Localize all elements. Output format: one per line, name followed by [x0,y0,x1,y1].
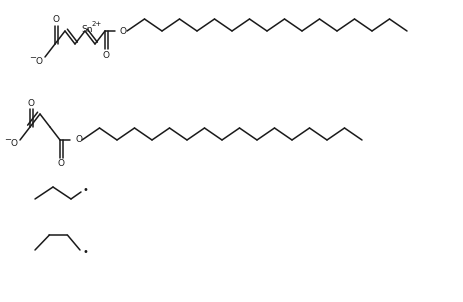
Text: O: O [102,50,110,59]
Text: O: O [27,98,35,108]
Text: 2+: 2+ [92,21,102,27]
Text: O: O [52,15,60,24]
Text: O: O [75,136,82,144]
Text: •: • [82,185,88,195]
Text: •: • [82,247,88,257]
Text: O: O [120,27,127,36]
Text: O: O [57,159,64,169]
Text: −: − [5,136,12,144]
Text: O: O [11,139,18,147]
Text: −: − [30,53,37,63]
Text: O: O [36,56,43,66]
Text: Sn: Sn [81,25,93,34]
